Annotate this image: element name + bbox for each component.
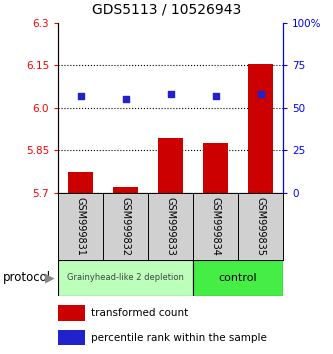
- Point: [78, 93, 83, 99]
- FancyBboxPatch shape: [58, 260, 193, 296]
- Bar: [58, 305, 85, 321]
- Bar: [58, 330, 85, 346]
- Text: ▶: ▶: [45, 272, 55, 284]
- Bar: [158, 138, 183, 193]
- Text: GSM999835: GSM999835: [255, 197, 266, 256]
- Text: control: control: [219, 273, 257, 283]
- Point: [258, 92, 263, 97]
- Text: GSM999831: GSM999831: [76, 197, 86, 256]
- Point: [168, 92, 173, 97]
- Text: GSM999832: GSM999832: [121, 197, 131, 256]
- Bar: [113, 187, 138, 193]
- Text: GSM999834: GSM999834: [210, 197, 221, 256]
- Bar: [203, 143, 228, 193]
- Point: [213, 93, 218, 99]
- Text: transformed count: transformed count: [91, 308, 188, 318]
- Text: GSM999833: GSM999833: [166, 197, 176, 256]
- FancyBboxPatch shape: [193, 260, 283, 296]
- Text: protocol: protocol: [3, 272, 52, 284]
- Text: GDS5113 / 10526943: GDS5113 / 10526943: [92, 3, 241, 17]
- Bar: [68, 172, 93, 193]
- Text: percentile rank within the sample: percentile rank within the sample: [91, 333, 267, 343]
- Text: Grainyhead-like 2 depletion: Grainyhead-like 2 depletion: [67, 273, 184, 282]
- Point: [123, 97, 129, 102]
- Bar: [248, 64, 273, 193]
